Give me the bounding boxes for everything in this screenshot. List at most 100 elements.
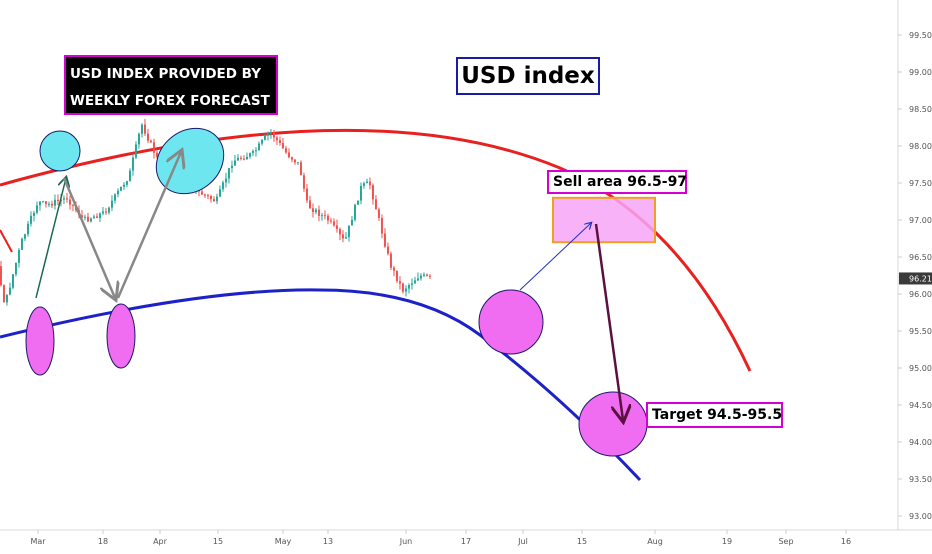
x-tick-label: Sep — [778, 537, 793, 546]
candle-body — [131, 157, 134, 171]
candle-body — [56, 199, 59, 202]
candle-body — [287, 152, 290, 158]
candle-body — [347, 225, 350, 238]
candle-body — [65, 198, 68, 200]
x-tick-label: 15 — [577, 537, 587, 546]
candle-body — [329, 220, 332, 222]
y-tick-label: 96.00 — [909, 290, 932, 299]
candle-body — [110, 200, 113, 208]
candle-body — [413, 280, 416, 284]
y-tick-label: 98.50 — [909, 105, 932, 114]
candle-body — [101, 211, 104, 214]
candle-body — [29, 215, 32, 224]
magenta-circle-2 — [106, 303, 136, 369]
x-tick-label: Jun — [399, 537, 413, 546]
candle-body — [95, 216, 98, 218]
candle-body — [308, 200, 311, 209]
candle-body — [407, 285, 410, 289]
candle-body — [128, 170, 131, 182]
candle-body — [272, 132, 275, 138]
candle-body — [257, 143, 260, 151]
candle-body — [395, 270, 398, 282]
title-line-1: USD INDEX PROVIDED BY — [70, 66, 261, 82]
candle-body — [209, 195, 212, 200]
candle-body — [227, 168, 230, 179]
candle-body — [419, 275, 422, 279]
y-tick-label: 93.50 — [909, 475, 932, 484]
candle-body — [14, 262, 17, 275]
y-tick-label: 99.50 — [909, 31, 932, 40]
candle-body — [254, 150, 257, 152]
candle-body — [392, 267, 395, 271]
candle-body — [380, 217, 383, 234]
x-tick-label: Jul — [517, 537, 528, 546]
candle-body — [260, 139, 263, 144]
candle-body — [236, 157, 239, 161]
candle-body — [344, 237, 347, 239]
arrow-to-sell — [519, 223, 591, 291]
candle-body — [68, 199, 71, 205]
candle-body — [35, 205, 38, 213]
candle-body — [203, 194, 206, 196]
candle-body — [296, 162, 299, 164]
candle-body — [332, 221, 335, 226]
candle-body — [305, 188, 308, 201]
candle-body — [62, 198, 65, 200]
candle-body — [284, 148, 287, 153]
candle-body — [239, 157, 242, 159]
candle-body — [314, 209, 317, 213]
candle-body — [275, 137, 278, 141]
candle-body — [359, 185, 362, 201]
candle-body — [218, 189, 221, 197]
candle-body — [389, 253, 392, 268]
candle-body — [149, 140, 152, 143]
y-tick-label: 95.50 — [909, 327, 932, 336]
candle-body — [341, 234, 344, 239]
candle-body — [368, 181, 371, 186]
candle-body — [89, 218, 92, 222]
candle-body — [416, 278, 419, 281]
magenta-circle-4 — [578, 391, 648, 457]
candle-body — [113, 194, 116, 201]
candle-body — [410, 283, 413, 286]
current-price-tag — [899, 272, 932, 285]
arrow-to-target — [594, 223, 623, 420]
candle-body — [71, 204, 74, 206]
candle-body — [86, 216, 89, 222]
candle-body — [338, 228, 341, 235]
y-tick-label: 93.00 — [909, 512, 932, 521]
candle-body — [155, 152, 158, 157]
arrow-up-1 — [35, 178, 66, 299]
candle-body — [326, 215, 329, 221]
candle-body — [323, 215, 326, 217]
candle-body — [104, 211, 107, 213]
candle-body — [38, 201, 41, 206]
x-tick-label: 15 — [213, 537, 223, 546]
candle-body — [299, 162, 302, 176]
magenta-circle-3 — [478, 289, 544, 355]
candle-body — [320, 215, 323, 217]
sell-area-label: Sell area 96.5-97 — [547, 170, 687, 194]
x-tick-label: May — [275, 537, 292, 546]
candle-body — [377, 209, 380, 218]
arrow-up-2 — [116, 152, 181, 299]
candle-body — [98, 213, 101, 218]
candle-body — [44, 201, 47, 204]
candle-body — [293, 159, 296, 163]
candle-body — [230, 165, 233, 169]
x-tick-label: 16 — [841, 537, 851, 546]
sell-zone — [552, 196, 656, 244]
candle-body — [116, 190, 119, 195]
candle-body — [317, 209, 320, 216]
candle-body — [0, 266, 2, 286]
candle-body — [134, 144, 137, 158]
candle-body — [251, 150, 254, 154]
candle-body — [302, 175, 305, 189]
candle-body — [335, 225, 338, 229]
y-tick-label: 97.50 — [909, 179, 932, 188]
y-tick-label: 98.00 — [909, 142, 932, 151]
candle-body — [2, 285, 5, 303]
magenta-circle-1 — [25, 306, 55, 376]
candle-body — [200, 191, 203, 195]
candle-body — [233, 160, 236, 166]
